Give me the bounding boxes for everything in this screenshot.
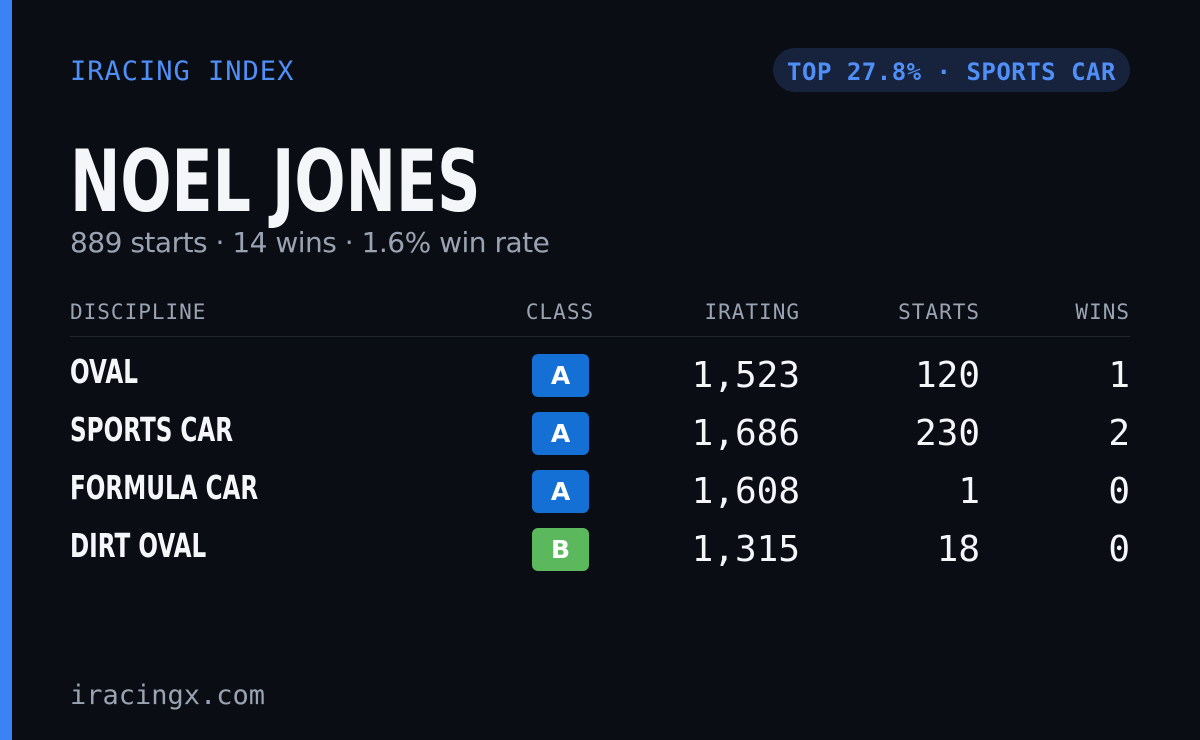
stat-cell: 1,686 bbox=[691, 413, 800, 454]
driver-name-wrap: NOEL JONES bbox=[70, 132, 656, 232]
column-header: STARTS bbox=[898, 300, 980, 324]
discipline-cell: SPORTS CAR bbox=[70, 410, 303, 449]
discipline-cell: OVAL bbox=[70, 352, 167, 391]
column-header: DISCIPLINE bbox=[70, 300, 207, 324]
discipline: FORMULA CAR bbox=[70, 468, 259, 507]
stat-cell: 1 bbox=[958, 471, 980, 512]
stat-cell: 0 bbox=[1108, 529, 1130, 570]
discipline: OVAL bbox=[70, 352, 138, 391]
footer-site: iracingx.com bbox=[70, 680, 266, 711]
stat-cell: 230 bbox=[914, 413, 980, 454]
stat-cell: 120 bbox=[914, 355, 980, 396]
stat-cell: 18 bbox=[936, 529, 980, 570]
stat-cell: 1,608 bbox=[691, 471, 800, 512]
brand-label: IRACING INDEX bbox=[70, 56, 295, 87]
summary: 889 starts · 14 wins · 1.6% win rate bbox=[70, 226, 550, 259]
discipline: DIRT OVAL bbox=[70, 526, 207, 565]
class-badge: A bbox=[532, 470, 589, 513]
column-header: WINS bbox=[1075, 300, 1130, 324]
header-divider bbox=[70, 336, 1130, 337]
column-header: CLASS bbox=[525, 300, 595, 324]
class-badge: B bbox=[532, 528, 589, 571]
stat-cell: 2 bbox=[1108, 413, 1130, 454]
stat-cell: 1,315 bbox=[691, 529, 800, 570]
stat-cell: 0 bbox=[1108, 471, 1130, 512]
class-badge: A bbox=[532, 412, 589, 455]
discipline-cell: DIRT OVAL bbox=[70, 526, 265, 565]
stat-cell: 1,523 bbox=[691, 355, 800, 396]
discipline-cell: FORMULA CAR bbox=[70, 468, 339, 507]
discipline: SPORTS CAR bbox=[70, 410, 234, 449]
rank-badge: TOP 27.8% · SPORTS CAR bbox=[773, 48, 1130, 92]
class-badge: A bbox=[532, 354, 589, 397]
accent-bar bbox=[0, 0, 12, 740]
driver-name: NOEL JONES bbox=[70, 132, 481, 232]
stat-cell: 1 bbox=[1108, 355, 1130, 396]
column-header: IRATING bbox=[704, 300, 800, 324]
